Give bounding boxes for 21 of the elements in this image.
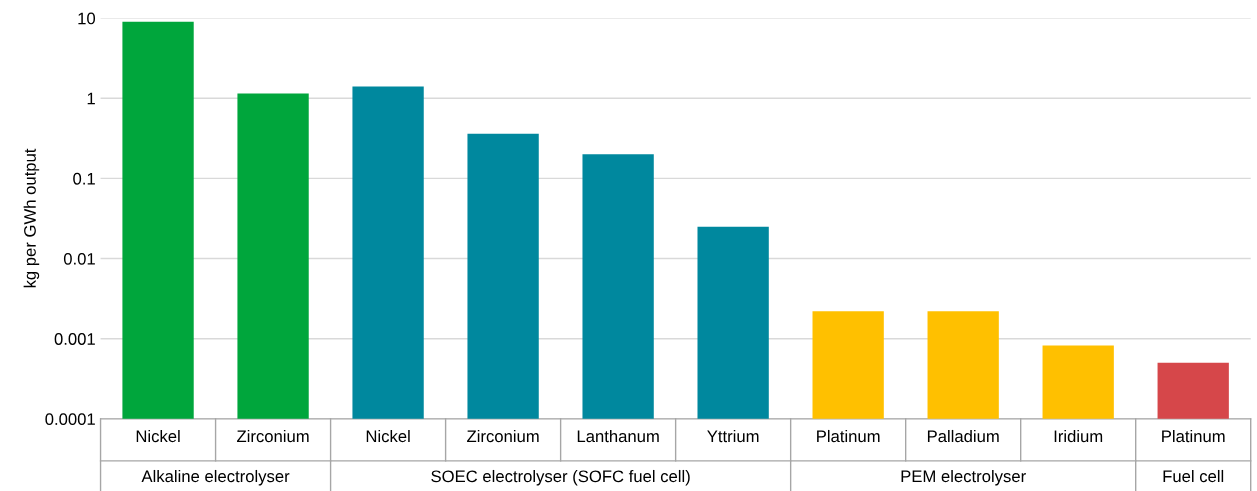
x-tick-label: Nickel: [366, 429, 410, 443]
text: SOEC electrolyser (SOFC fuel cell): [431, 469, 690, 486]
y-tick-label: 0.0001: [45, 413, 95, 426]
x-tick-label: Zirconium: [237, 429, 309, 443]
x-tick-label: Zirconium: [467, 429, 539, 443]
x-tick-label: Platinum: [1162, 429, 1225, 443]
text: Fuel cell: [1163, 469, 1224, 483]
x-tick-label: Iridium: [1054, 429, 1103, 443]
x-tick-label: Lanthanum: [577, 429, 659, 443]
text: PEM electrolyser: [901, 469, 1026, 486]
y-tick-label: 0.001: [54, 333, 95, 345]
y-tick-label: 0.1: [73, 172, 95, 185]
y-tick-label: 1: [87, 92, 95, 105]
text: Alkaline electrolyser: [141, 469, 290, 486]
y-tick-label: 0.01: [63, 252, 95, 265]
x-tick-label: Palladium: [927, 429, 999, 443]
x-tick-label: Yttrium: [707, 429, 759, 443]
y-axis-title: kg per GWh output: [23, 148, 40, 288]
x-tick-label: Nickel: [136, 429, 180, 443]
x-tick-label: Platinum: [817, 429, 880, 443]
y-tick-label: 10: [78, 12, 96, 25]
